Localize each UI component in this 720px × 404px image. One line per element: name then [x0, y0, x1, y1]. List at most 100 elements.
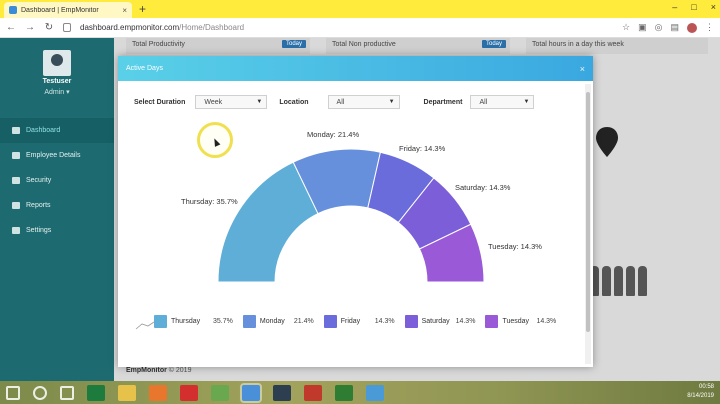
home-icon: [12, 127, 20, 134]
back-icon[interactable]: ←: [6, 22, 16, 33]
sidebar-item-label: Security: [26, 177, 52, 184]
url-path: /Home/Dashboard: [179, 23, 245, 32]
legend-label: Monday: [259, 318, 285, 325]
lock-icon: [63, 23, 71, 32]
taskbar-excel-icon[interactable]: [87, 384, 105, 401]
card-label: Total Non productive: [332, 41, 396, 48]
legend-value: 35.7%: [213, 318, 233, 325]
sidebar-item-reports[interactable]: Reports: [0, 193, 114, 218]
extension-2-icon[interactable]: ◎: [654, 22, 663, 32]
sidebar-item-label: Settings: [26, 227, 52, 234]
address-bar: ← → ↻ dashboard.empmonitor.com/Home/Dash…: [0, 18, 720, 38]
chart-icon: [12, 202, 20, 209]
chevron-down-icon: ▼: [388, 99, 395, 105]
profile-avatar-icon[interactable]: [687, 22, 697, 33]
chart-slice-tuesday[interactable]: [418, 223, 485, 283]
sidebar-item-dashboard[interactable]: Dashboard: [0, 118, 114, 143]
sidebar-menu: Dashboard Employee Details Security Repo…: [0, 118, 114, 243]
user-name: Testuser: [42, 78, 72, 85]
duration-value: Week: [204, 98, 223, 106]
reload-icon[interactable]: ↻: [44, 22, 54, 33]
scrollbar-thumb[interactable]: [586, 92, 590, 332]
taskbar-upwork-icon[interactable]: [335, 384, 353, 401]
location-label: Location: [279, 98, 309, 106]
user-role-dropdown[interactable]: Admin ▾: [44, 89, 70, 96]
department-label: Department: [423, 98, 463, 106]
browser-tab[interactable]: Dashboard | EmpMonitor ×: [4, 2, 132, 18]
close-window-button[interactable]: ×: [710, 2, 716, 12]
browser-menu-icon[interactable]: ⋮: [705, 22, 714, 32]
avatar: [43, 50, 71, 76]
person-icon: [626, 266, 635, 296]
sidebar-item-employee-details[interactable]: Employee Details: [0, 143, 114, 168]
taskbar: 00:58 8/14/2019: [0, 381, 720, 404]
modal-close-button[interactable]: ×: [579, 63, 585, 74]
taskbar-app2-icon[interactable]: [304, 384, 322, 401]
browser-tab-bar: Dashboard | EmpMonitor × + – □ ×: [0, 0, 720, 18]
legend-swatch: [154, 315, 167, 328]
maximize-button[interactable]: □: [691, 2, 697, 12]
legend-trend-line: [135, 321, 155, 330]
chart-legend: Thursday 35.7% Monday 21.4% Friday 14.3% Satur…: [154, 315, 566, 328]
star-icon[interactable]: ☆: [622, 22, 631, 32]
location-select[interactable]: All ▼: [327, 95, 400, 109]
shield-icon: [12, 177, 20, 184]
sidebar-item-settings[interactable]: Settings: [0, 218, 114, 243]
new-tab-button[interactable]: +: [139, 2, 147, 16]
card-total-hours: Total hours in a day this week: [526, 38, 708, 54]
browser-extensions: ☆ ▣ ◎ ▤ ⋮: [622, 22, 714, 33]
minimize-button[interactable]: –: [672, 2, 678, 12]
legend-item[interactable]: Saturday 14.3%: [404, 315, 475, 328]
chart-data-label: Saturday: 14.3%: [455, 183, 511, 192]
users-icon: [12, 152, 20, 159]
chevron-down-icon: ▼: [256, 99, 263, 105]
duration-select[interactable]: Week ▼: [195, 95, 268, 109]
person-icon: [602, 266, 611, 296]
window-controls: – □ ×: [672, 2, 716, 12]
legend-swatch: [323, 315, 337, 328]
taskbar-files-icon[interactable]: [118, 384, 136, 401]
card-badge: Today: [481, 40, 506, 48]
taskbar-time: 00:58: [698, 384, 714, 390]
url-host: dashboard.empmonitor.com: [80, 23, 180, 32]
taskbar-app3-icon[interactable]: [366, 384, 384, 401]
chart-data-label: Friday: 14.3%: [399, 144, 446, 153]
url-input[interactable]: dashboard.empmonitor.com/Home/Dashboard: [80, 23, 613, 32]
extension-3-icon[interactable]: ▤: [670, 22, 679, 32]
modal-header: Active Days ×: [118, 56, 593, 81]
legend-item[interactable]: Friday 14.3%: [323, 315, 395, 328]
extension-icon[interactable]: ▣: [638, 22, 647, 32]
active-days-chart: Thursday: 35.7% Monday: 21.4% Friday: 14.3…: [135, 130, 542, 330]
forward-icon[interactable]: →: [25, 22, 35, 33]
legend-swatch: [485, 315, 499, 328]
taskbar-firefox-icon[interactable]: [149, 384, 167, 401]
legend-item[interactable]: Monday 21.4%: [242, 315, 314, 328]
tab-title: Dashboard | EmpMonitor: [21, 6, 99, 14]
modal-title: Active Days: [126, 65, 163, 72]
taskbar-opera-icon[interactable]: [180, 384, 198, 401]
footer-brand: EmpMonitor: [126, 367, 167, 374]
chart-data-label: Thursday: 35.7%: [181, 197, 238, 206]
taskbar-task-view-icon[interactable]: [60, 385, 74, 400]
card-label: Total Productivity: [132, 41, 185, 48]
legend-swatch: [404, 315, 418, 328]
duration-label: Select Duration: [134, 98, 186, 106]
people-illustration: [590, 266, 647, 296]
favicon-icon: [9, 6, 17, 14]
card-badge: Today: [281, 40, 306, 48]
legend-item[interactable]: Tuesday 14.3%: [485, 315, 556, 328]
cursor-highlight: [197, 122, 233, 158]
map-pin-icon: [596, 127, 618, 157]
sidebar-item-security[interactable]: Security: [0, 168, 114, 193]
legend-item[interactable]: Thursday 35.7%: [154, 315, 233, 328]
taskbar-search-icon[interactable]: [33, 385, 47, 400]
taskbar-notes-icon[interactable]: [211, 384, 229, 401]
taskbar-app-icon[interactable]: [273, 384, 291, 401]
modal-scrollbar[interactable]: [585, 84, 591, 364]
taskbar-windows-icon[interactable]: [6, 385, 20, 400]
sidebar-item-label: Employee Details: [26, 152, 81, 159]
tab-close-icon[interactable]: ×: [122, 5, 127, 15]
filter-row: Select Duration Week ▼ Location All ▼ De…: [134, 95, 535, 109]
taskbar-chrome-icon[interactable]: [240, 382, 262, 403]
department-select[interactable]: All ▼: [470, 95, 535, 109]
